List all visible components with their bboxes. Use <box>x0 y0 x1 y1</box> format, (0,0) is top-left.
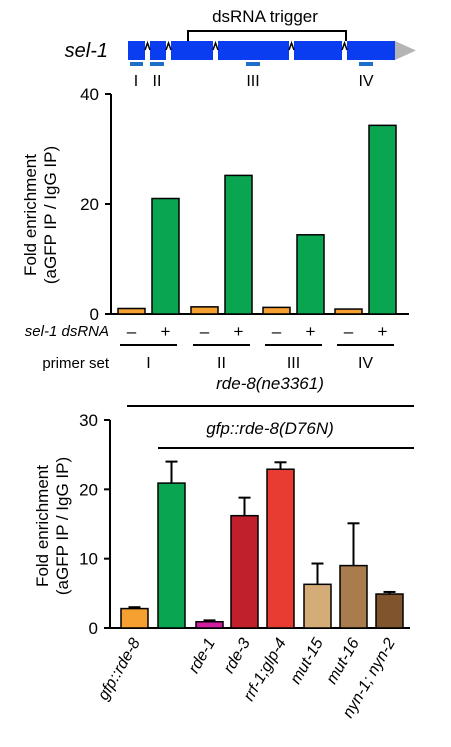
amplicon-label: II <box>153 73 162 90</box>
chart-top: Fold enrichment (aGFP IP / IgG IP) 0 20 40… <box>21 85 409 372</box>
condition-label: + <box>161 322 171 341</box>
amplicon-I <box>130 62 143 66</box>
exon <box>347 41 395 60</box>
x-tick-label: mut-16 <box>323 635 363 687</box>
bar <box>157 482 186 629</box>
exon <box>218 41 289 60</box>
bar <box>151 197 180 315</box>
bar <box>120 607 149 629</box>
y-tick-label: 0 <box>89 619 98 638</box>
condition-label: – <box>127 322 137 341</box>
bar <box>117 307 146 315</box>
amplicon-IV <box>359 62 373 66</box>
x-tick-label: rde-1 <box>186 636 219 677</box>
y-tick-label: 20 <box>79 480 98 499</box>
group-label: III <box>287 355 300 372</box>
intron <box>341 40 348 51</box>
exon <box>128 41 145 60</box>
bar <box>195 621 224 629</box>
y-tick-label: 40 <box>80 85 99 104</box>
gene-label: sel-1 <box>65 40 108 62</box>
bar <box>339 564 368 629</box>
row-label-primer: primer set <box>42 355 110 372</box>
condition-label: + <box>306 322 316 341</box>
condition-label: + <box>234 322 244 341</box>
condition-label: + <box>378 322 388 341</box>
amplicon-label: IV <box>358 73 373 90</box>
x-tick-label: rde-3 <box>221 635 254 676</box>
bar <box>190 306 219 315</box>
amplicon-III <box>246 62 260 66</box>
y-tick-label: 10 <box>79 550 98 569</box>
bar <box>266 468 295 629</box>
intron <box>165 40 172 51</box>
y-axis-label-line1: Fold enrichment <box>21 154 40 276</box>
bar <box>375 593 404 629</box>
trigger-bracket <box>187 30 347 41</box>
bracket-label-gfp-d76n: gfp::rde-8(D76N) <box>206 419 334 438</box>
exon <box>150 41 166 60</box>
row-label-dsrna: sel-1 dsRNA <box>25 323 109 340</box>
intron <box>144 40 151 51</box>
condition-label: – <box>272 322 282 341</box>
y-axis-label-line2: (aGFP IP / IgG IP) <box>53 457 72 595</box>
intron <box>288 40 295 51</box>
utr-3prime <box>395 41 416 60</box>
bar <box>230 514 259 629</box>
y-tick-label: 0 <box>90 305 99 324</box>
bracket-label-rde8: rde-8(ne3361) <box>216 374 324 393</box>
group-label: II <box>217 355 226 372</box>
condition-label: – <box>200 322 210 341</box>
amplicon-label: I <box>134 73 138 90</box>
group-label: I <box>146 355 150 372</box>
bar <box>296 234 325 315</box>
bar <box>224 174 253 315</box>
condition-label: – <box>344 322 354 341</box>
exon <box>294 41 342 60</box>
bar <box>334 308 363 315</box>
x-tick-label: mut-15 <box>287 635 327 687</box>
amplicon-II <box>150 62 164 66</box>
group-label: IV <box>358 355 373 372</box>
x-tick-label: gfp::rde-8 <box>95 635 144 703</box>
bar <box>262 306 291 315</box>
y-axis-label-line2: (aGFP IP / IgG IP) <box>41 146 60 284</box>
bar <box>368 124 397 315</box>
gene-diagram: sel-1 dsRNA trigger I II III IV <box>65 7 416 90</box>
y-tick-label: 20 <box>80 195 99 214</box>
chart-bottom: rde-8(ne3361) gfp::rde-8(D76N) Fold enri… <box>33 374 414 721</box>
exon <box>171 41 213 60</box>
y-tick-label: 30 <box>79 411 98 430</box>
y-axis-label-line1: Fold enrichment <box>33 465 52 587</box>
bar <box>303 583 332 629</box>
amplicon-label: III <box>246 73 259 90</box>
trigger-label: dsRNA trigger <box>212 7 318 26</box>
intron <box>212 40 219 51</box>
